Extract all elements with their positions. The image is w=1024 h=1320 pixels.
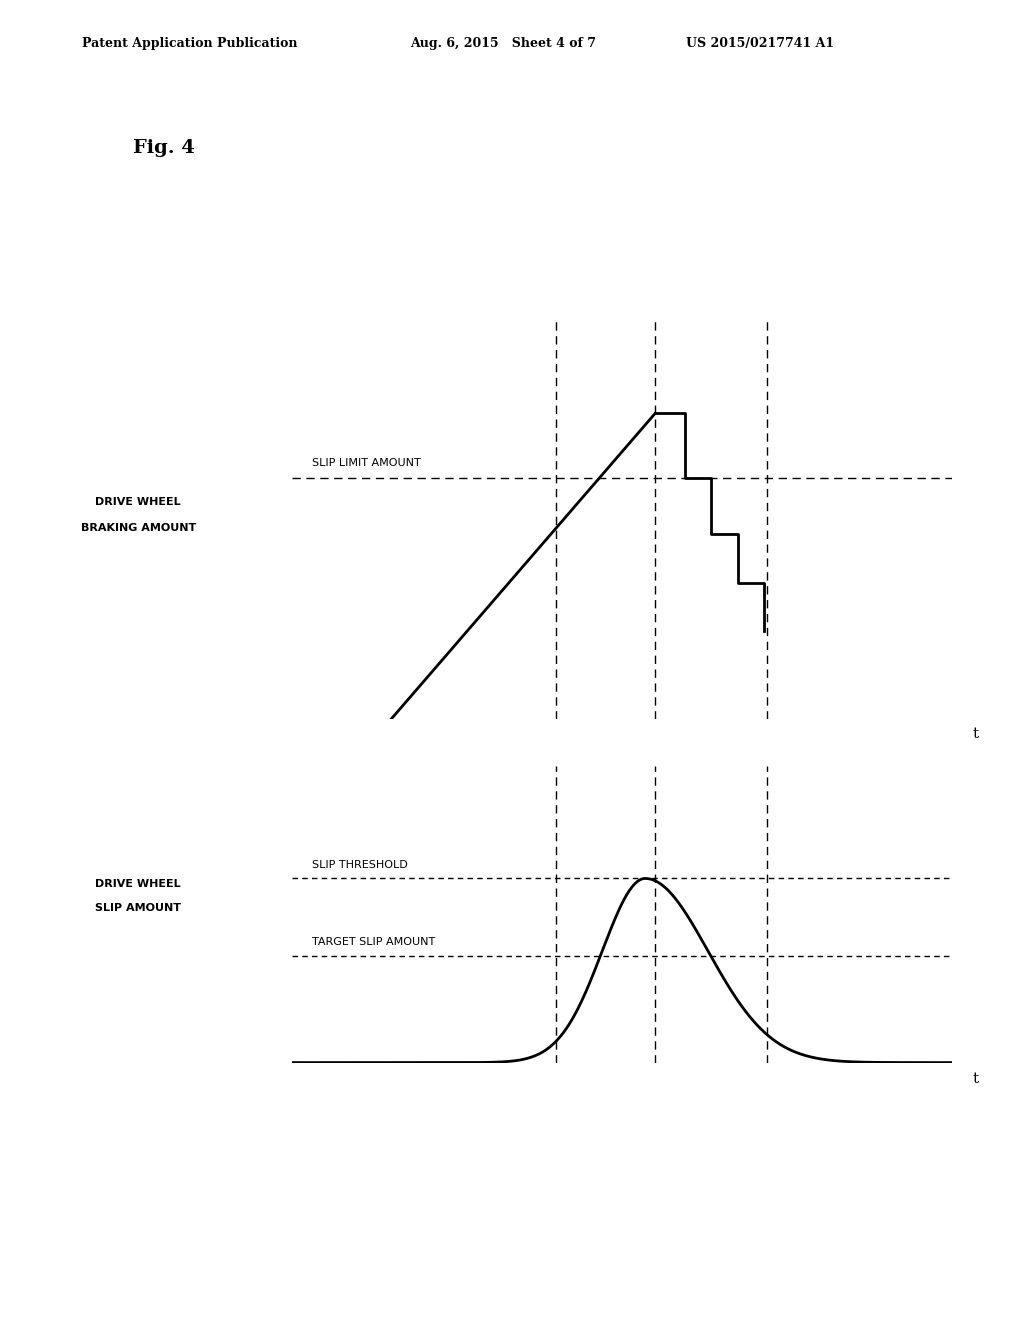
Text: DRIVE WHEEL: DRIVE WHEEL bbox=[95, 879, 181, 890]
Text: t: t bbox=[972, 1072, 978, 1085]
Text: Patent Application Publication: Patent Application Publication bbox=[82, 37, 297, 50]
Text: SLIP THRESHOLD: SLIP THRESHOLD bbox=[311, 859, 408, 870]
Text: US 2015/0217741 A1: US 2015/0217741 A1 bbox=[686, 37, 835, 50]
Text: SLIP AMOUNT: SLIP AMOUNT bbox=[95, 903, 181, 913]
Text: t: t bbox=[972, 727, 978, 742]
Text: BRAKING AMOUNT: BRAKING AMOUNT bbox=[81, 523, 196, 533]
Text: TARGET SLIP AMOUNT: TARGET SLIP AMOUNT bbox=[311, 937, 435, 946]
Text: DRIVE WHEEL: DRIVE WHEEL bbox=[95, 496, 181, 507]
Text: Fig. 4: Fig. 4 bbox=[133, 139, 195, 157]
Text: Aug. 6, 2015   Sheet 4 of 7: Aug. 6, 2015 Sheet 4 of 7 bbox=[410, 37, 596, 50]
Text: SLIP LIMIT AMOUNT: SLIP LIMIT AMOUNT bbox=[311, 458, 421, 467]
